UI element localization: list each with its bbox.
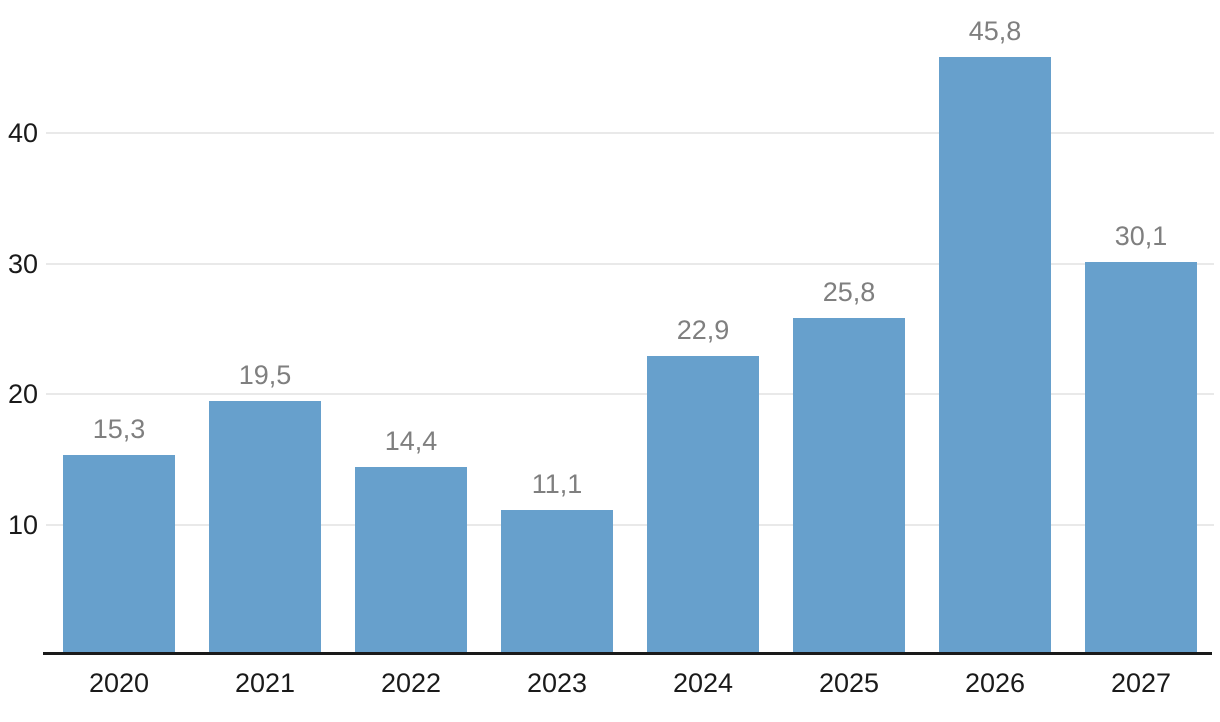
bar-2023: [501, 510, 613, 655]
x-tick-label: 2022: [380, 668, 442, 698]
value-label: 45,8: [968, 16, 1022, 46]
x-tick-label: 2025: [818, 668, 880, 698]
bar-2022: [355, 467, 467, 655]
gridline-20: [46, 393, 1214, 395]
x-tick-label: 2026: [964, 668, 1026, 698]
gridline-40: [46, 132, 1214, 134]
x-tick-label: 2023: [526, 668, 588, 698]
y-tick-label: 10: [7, 510, 38, 540]
value-label: 22,9: [676, 315, 730, 345]
x-tick-label: 2021: [234, 668, 296, 698]
value-label: 25,8: [822, 277, 876, 307]
gridline-10: [46, 524, 1214, 526]
bar-2020: [63, 455, 175, 655]
value-label: 19,5: [238, 360, 292, 390]
bar-2021: [209, 401, 321, 655]
x-tick-label: 2027: [1110, 668, 1172, 698]
value-label: 14,4: [384, 426, 438, 456]
value-label: 11,1: [531, 469, 583, 499]
y-tick-label: 30: [7, 249, 38, 279]
x-axis-line: [43, 652, 1212, 655]
bar-2025: [793, 318, 905, 655]
value-label: 30,1: [1114, 221, 1168, 251]
bar-2027: [1085, 262, 1197, 655]
bar-2024: [647, 356, 759, 655]
gridline-30: [46, 263, 1214, 265]
bar-2026: [939, 57, 1051, 655]
x-tick-label: 2024: [672, 668, 734, 698]
y-tick-label: 40: [7, 118, 38, 148]
value-label: 15,3: [92, 414, 146, 444]
y-tick-label: 20: [7, 379, 38, 409]
x-tick-label: 2020: [88, 668, 150, 698]
